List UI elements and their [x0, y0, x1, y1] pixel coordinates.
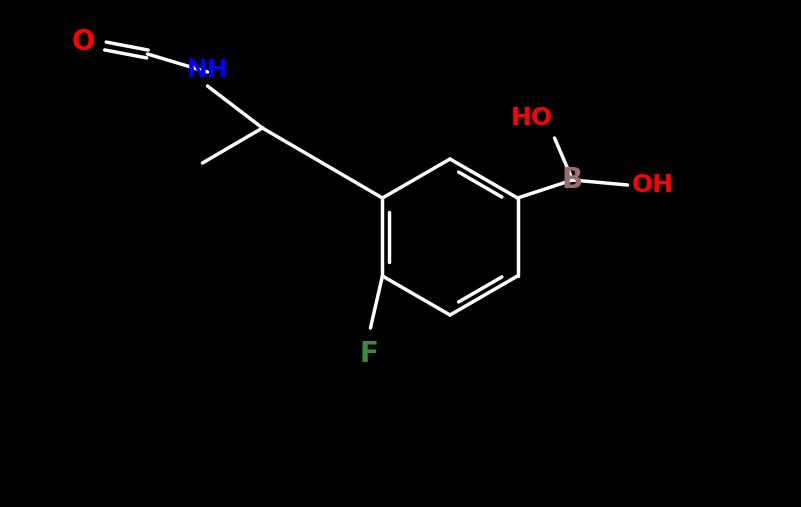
Text: O: O	[72, 28, 95, 56]
Text: NH: NH	[187, 58, 228, 82]
Text: B: B	[562, 166, 583, 194]
Text: F: F	[359, 340, 378, 368]
Text: HO: HO	[510, 106, 553, 130]
Text: OH: OH	[631, 173, 674, 197]
